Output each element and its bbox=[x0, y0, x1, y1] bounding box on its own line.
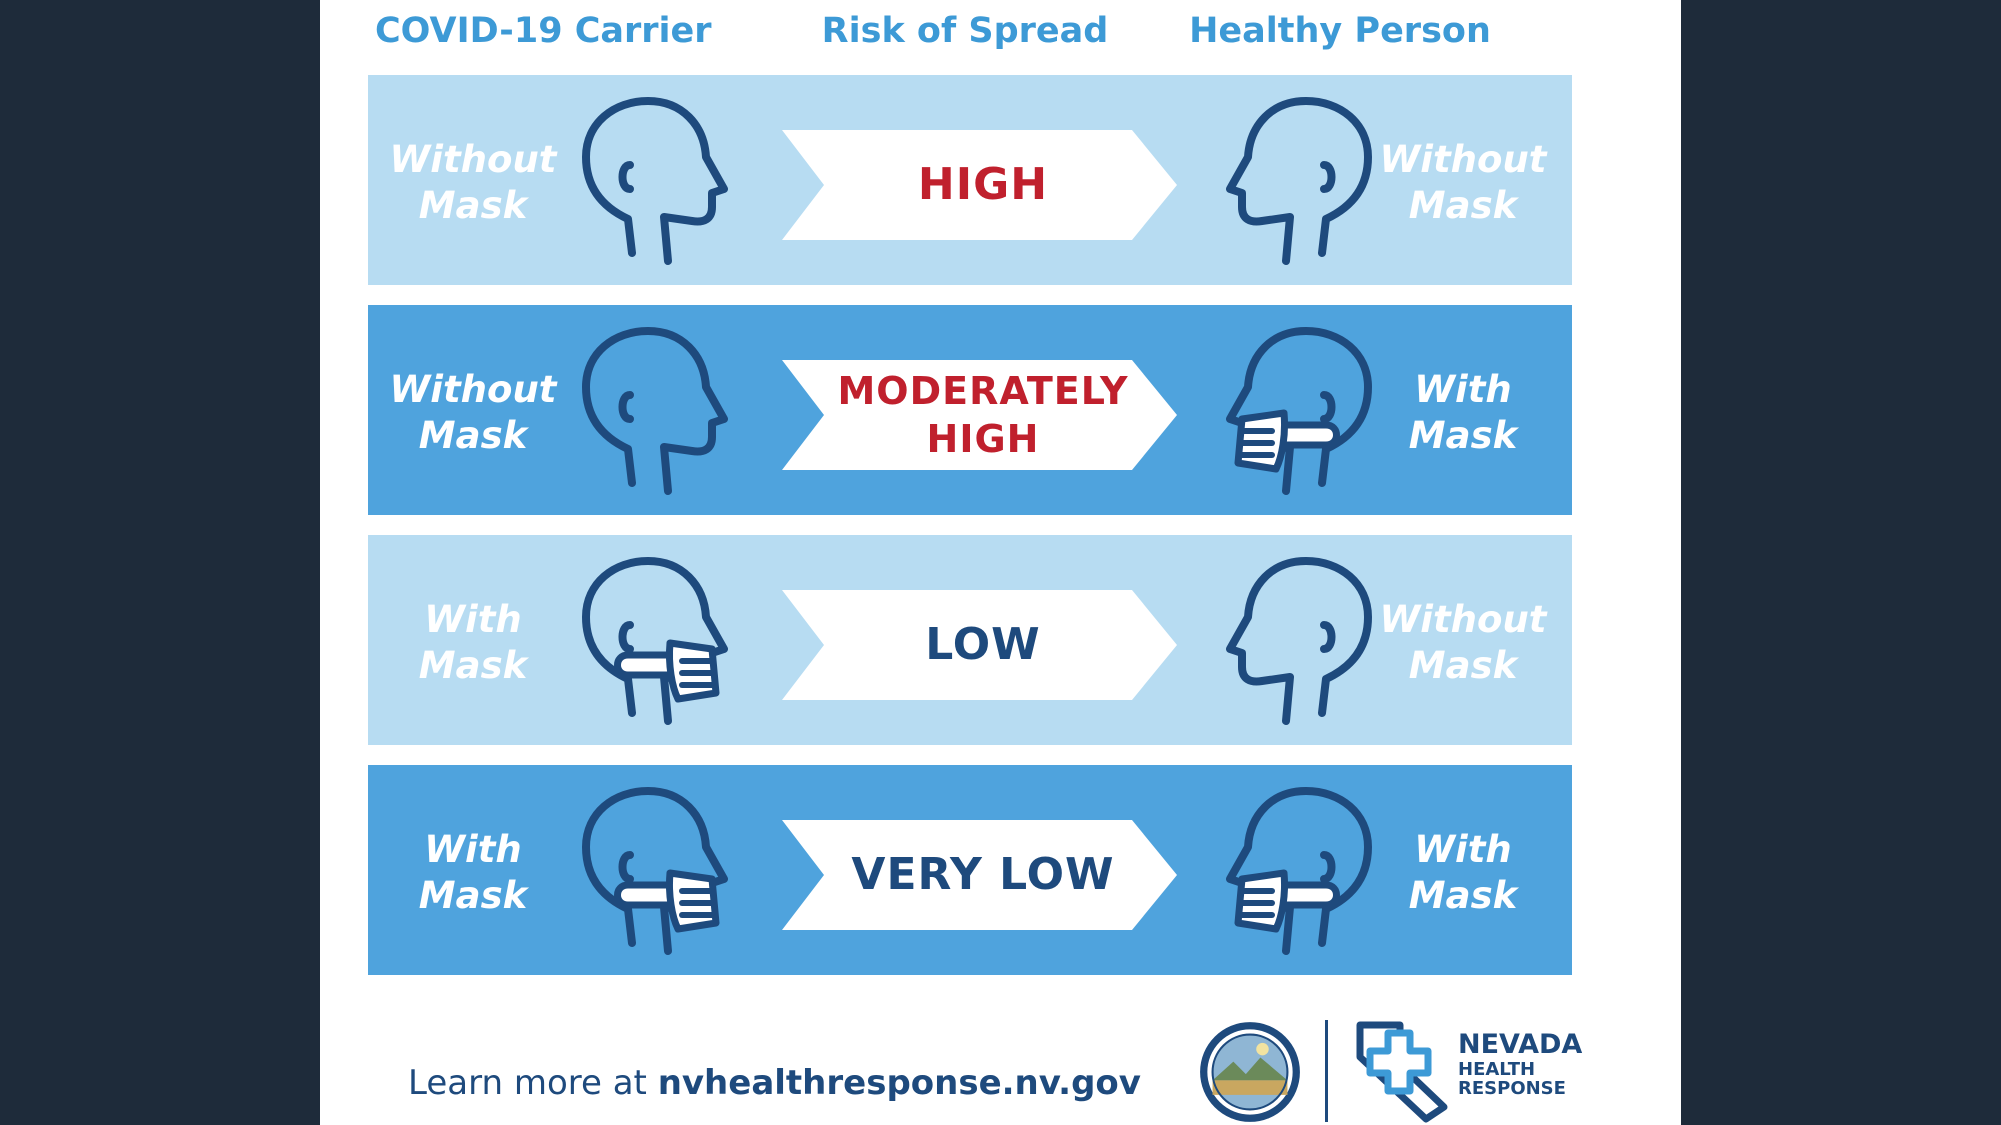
risk-row: Without Mask MODERATELY HIGH With Mask bbox=[368, 305, 1572, 515]
risk-level-label: HIGH bbox=[818, 130, 1148, 240]
nevada-health-response-logo-icon bbox=[1356, 1021, 1448, 1123]
healthy-label-line2: Mask bbox=[1408, 184, 1518, 227]
head-profile-icon bbox=[1226, 557, 1372, 725]
website-link[interactable]: nvhealthresponse.nv.gov bbox=[657, 1063, 1141, 1103]
chevron-arrow-icon bbox=[782, 130, 1177, 240]
brand-line-3: RESPONSE bbox=[1458, 1078, 1566, 1099]
brand-line-1: NEVADA bbox=[1458, 1029, 1583, 1060]
head-profile-icon bbox=[1226, 97, 1372, 265]
risk-level-label: MODERATELY HIGH bbox=[818, 360, 1148, 470]
carrier-label-line1: With bbox=[424, 828, 522, 871]
healthy-label-line2: Mask bbox=[1408, 874, 1518, 917]
risk-level-risk-line2: HIGH bbox=[926, 417, 1040, 461]
brand-line-2: HEALTH bbox=[1458, 1059, 1536, 1080]
carrier-label-line2: Mask bbox=[418, 414, 528, 457]
chevron-arrow-icon bbox=[782, 820, 1177, 930]
risk-level-label: LOW bbox=[818, 590, 1148, 700]
carrier-label-line2: Mask bbox=[418, 874, 528, 917]
healthy-mask-label: With Mask bbox=[1368, 367, 1558, 459]
risk-level-risk-line1: HIGH bbox=[917, 159, 1049, 210]
head-profile-icon bbox=[582, 97, 728, 265]
masked-head-profile-icon bbox=[1226, 787, 1372, 955]
infographic-poster: COVID-19 Carrier Risk of Spread Healthy … bbox=[320, 0, 1681, 1125]
risk-row: Without Mask HIGH Without Mask bbox=[368, 75, 1572, 285]
risk-level-label: VERY LOW bbox=[818, 820, 1148, 930]
healthy-label-line2: Mask bbox=[1408, 414, 1518, 457]
carrier-label-line2: Mask bbox=[418, 644, 528, 687]
carrier-mask-label: With Mask bbox=[378, 597, 568, 689]
head-profile-icon bbox=[582, 327, 728, 495]
healthy-label-line1: With bbox=[1414, 368, 1512, 411]
risk-row: With Mask LOW Without Mask bbox=[368, 535, 1572, 745]
carrier-label-line1: Without bbox=[389, 368, 557, 411]
healthy-mask-label: With Mask bbox=[1368, 827, 1558, 919]
healthy-label-line1: With bbox=[1414, 828, 1512, 871]
column-header-healthy: Healthy Person bbox=[1189, 11, 1491, 51]
carrier-label-line2: Mask bbox=[418, 184, 528, 227]
masked-head-profile-icon bbox=[582, 557, 728, 725]
risk-level-risk-line1: LOW bbox=[925, 619, 1041, 670]
nevada-state-seal-icon bbox=[1200, 1022, 1300, 1122]
masked-head-profile-icon bbox=[1226, 327, 1372, 495]
risk-level-risk-line1: MODERATELY bbox=[837, 369, 1129, 413]
carrier-mask-label: Without Mask bbox=[378, 137, 568, 229]
risk-level-risk-line1: VERY LOW bbox=[851, 849, 1115, 900]
carrier-mask-label: Without Mask bbox=[378, 367, 568, 459]
column-header-carrier: COVID-19 Carrier bbox=[375, 11, 712, 51]
chevron-arrow-icon bbox=[782, 590, 1177, 700]
chevron-arrow-icon bbox=[782, 360, 1177, 470]
healthy-mask-label: Without Mask bbox=[1368, 137, 1558, 229]
masked-head-profile-icon bbox=[582, 787, 728, 955]
nevada-health-response-wordmark: NEVADA HEALTH RESPONSE bbox=[1458, 1029, 1583, 1099]
carrier-label-line1: With bbox=[424, 598, 522, 641]
learn-more-text: Learn more at nvhealthresponse.nv.gov bbox=[408, 1058, 1141, 1108]
carrier-mask-label: With Mask bbox=[378, 827, 568, 919]
carrier-label-line1: Without bbox=[389, 138, 557, 181]
learn-more-prefix: Learn more at bbox=[408, 1063, 658, 1103]
risk-row: With Mask VERY LOW With Mask bbox=[368, 765, 1572, 975]
column-header-risk: Risk of Spread bbox=[821, 11, 1109, 51]
healthy-label-line1: Without bbox=[1379, 138, 1547, 181]
healthy-label-line2: Mask bbox=[1408, 644, 1518, 687]
healthy-mask-label: Without Mask bbox=[1368, 597, 1558, 689]
healthy-label-line1: Without bbox=[1379, 598, 1547, 641]
footer-divider bbox=[1325, 1020, 1328, 1122]
